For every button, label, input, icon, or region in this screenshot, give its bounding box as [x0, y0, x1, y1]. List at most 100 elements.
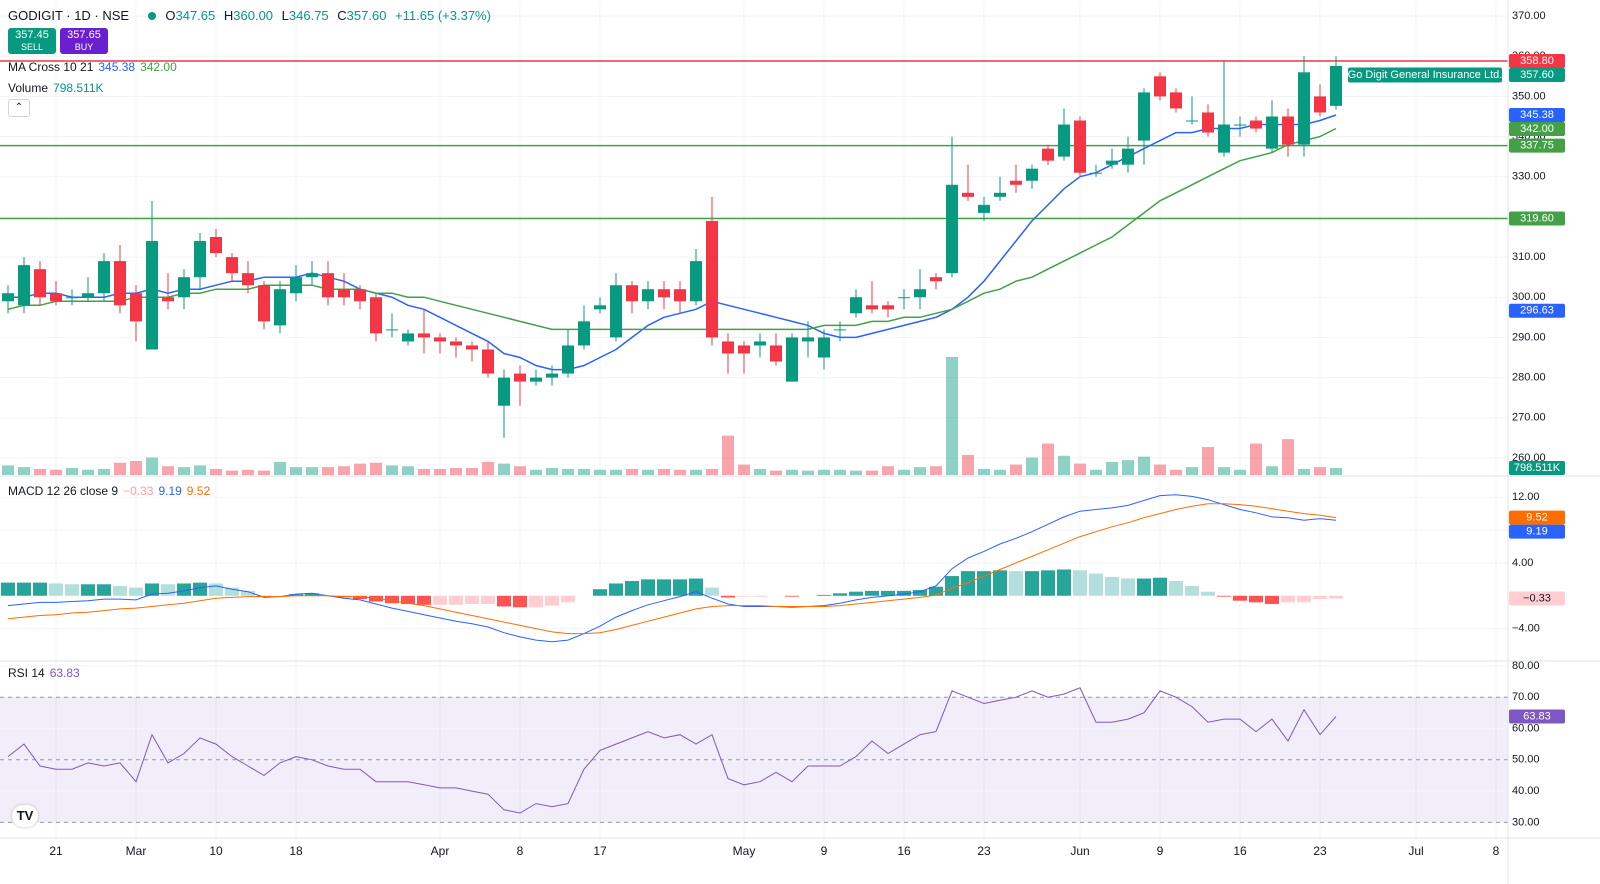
histogram-bar: [561, 595, 575, 603]
histogram-bar: [721, 595, 735, 598]
histogram-bar: [1009, 571, 1023, 596]
volume-bar: [338, 466, 350, 475]
collapse-button[interactable]: ⌃: [8, 99, 30, 117]
rsi-value: 63.83: [49, 666, 80, 680]
histogram-bar: [1249, 595, 1263, 603]
volume-bar: [834, 469, 846, 475]
candle-body: [594, 305, 606, 310]
rsi-title: RSI 14: [8, 666, 45, 680]
histogram-bar: [193, 582, 207, 596]
volume-bar: [978, 468, 990, 475]
x-tick-label: 8: [1493, 844, 1500, 858]
histogram-bar: [1025, 571, 1039, 596]
histogram-bar: [865, 590, 879, 596]
histogram-bar: [1089, 573, 1103, 596]
candle-body: [434, 337, 446, 342]
candle-body: [226, 257, 238, 274]
x-tick-label: Jun: [1070, 844, 1089, 858]
candle-body: [1122, 148, 1134, 165]
candle-body: [402, 333, 414, 342]
volume-bar: [674, 469, 686, 475]
volume-bar: [1058, 455, 1070, 475]
histogram-bar: [177, 583, 191, 596]
volume-bar: [18, 467, 30, 475]
candle-body: [1042, 148, 1054, 161]
histogram-bar: [705, 587, 719, 596]
candle-body: [242, 273, 254, 286]
low: 346.75: [288, 8, 329, 23]
volume-bar: [466, 468, 478, 475]
candle-body: [1090, 172, 1102, 174]
histogram-bar: [1073, 570, 1087, 596]
histogram-bar: [497, 595, 511, 607]
logo[interactable]: TV: [12, 805, 38, 827]
y-tick-label: 290.00: [1512, 331, 1546, 343]
candle-body: [1282, 116, 1294, 145]
candle-body: [834, 329, 846, 331]
x-tick-label: 17: [593, 844, 607, 858]
volume-bar: [1122, 460, 1134, 475]
candle-body: [338, 289, 350, 298]
axis-badge-label: 9.52: [1526, 511, 1547, 523]
histogram-bar: [609, 583, 623, 596]
y-tick-label: 80.00: [1512, 660, 1540, 672]
macd-hist-value: −0.33: [123, 484, 154, 498]
volume-bar: [1218, 467, 1230, 475]
histogram-bar: [1201, 591, 1215, 596]
close: 357.60: [346, 8, 387, 23]
histogram-bar: [737, 595, 751, 597]
axis-badge: [1509, 211, 1565, 226]
axis-badge-label: 9.19: [1526, 525, 1547, 537]
axis-badge: [1509, 461, 1565, 475]
volume-bar: [802, 470, 814, 475]
volume-bar: [1106, 461, 1118, 475]
volume-bar: [130, 461, 142, 475]
volume-bar: [818, 469, 830, 475]
volume-bar: [642, 469, 654, 475]
candle-body: [546, 373, 558, 378]
histogram-bar: [1329, 595, 1343, 599]
buy-button[interactable]: 357.65 BUY: [60, 28, 108, 54]
candle-body: [146, 241, 158, 350]
candle-body: [786, 337, 798, 382]
histogram-bar: [625, 580, 639, 596]
histogram-bar: [385, 595, 399, 604]
axis-badge-label: 358.80: [1520, 55, 1554, 67]
sell-button[interactable]: 357.45 SELL: [8, 28, 56, 54]
volume-bar: [1202, 447, 1214, 475]
histogram-bar: [897, 590, 911, 596]
volume-bar: [690, 469, 702, 475]
candle-body: [802, 337, 814, 342]
volume-bar: [146, 457, 158, 475]
candle-body: [978, 204, 990, 213]
axis-badge: [1509, 107, 1565, 122]
volume-bar: [114, 462, 126, 475]
y-tick-label: 4.00: [1512, 557, 1533, 569]
histogram-bar: [977, 571, 991, 596]
high: 360.00: [233, 8, 274, 23]
x-tick-label: 8: [517, 844, 524, 858]
histogram-bar: [993, 570, 1007, 596]
volume-bar: [354, 463, 366, 475]
symbol[interactable]: GODIGIT · 1D · NSE: [8, 8, 130, 23]
candle-body: [210, 236, 222, 254]
volume-bar: [322, 467, 334, 475]
histogram-bar: [449, 595, 463, 605]
volume-bar: [34, 468, 46, 475]
histogram-bar: [97, 584, 111, 596]
histogram-bar: [1265, 595, 1279, 604]
histogram-bar: [1217, 595, 1231, 597]
volume-bar: [1282, 439, 1294, 475]
histogram-bar: [305, 593, 319, 596]
candle-body: [98, 261, 110, 294]
candle-body: [1170, 92, 1182, 109]
ma-legend: MA Cross 10 21 345.38 342.00: [8, 60, 182, 74]
volume-bar: [514, 466, 526, 475]
candle-body: [1202, 112, 1214, 133]
y-tick-label: 350.00: [1512, 90, 1546, 102]
candle-body: [610, 285, 622, 338]
histogram-bar: [1137, 578, 1151, 596]
histogram-bar: [81, 584, 95, 596]
macd-value: 9.19: [158, 484, 182, 498]
symbol-name-label: Go Digit General Insurance Ltd.: [1348, 69, 1503, 81]
